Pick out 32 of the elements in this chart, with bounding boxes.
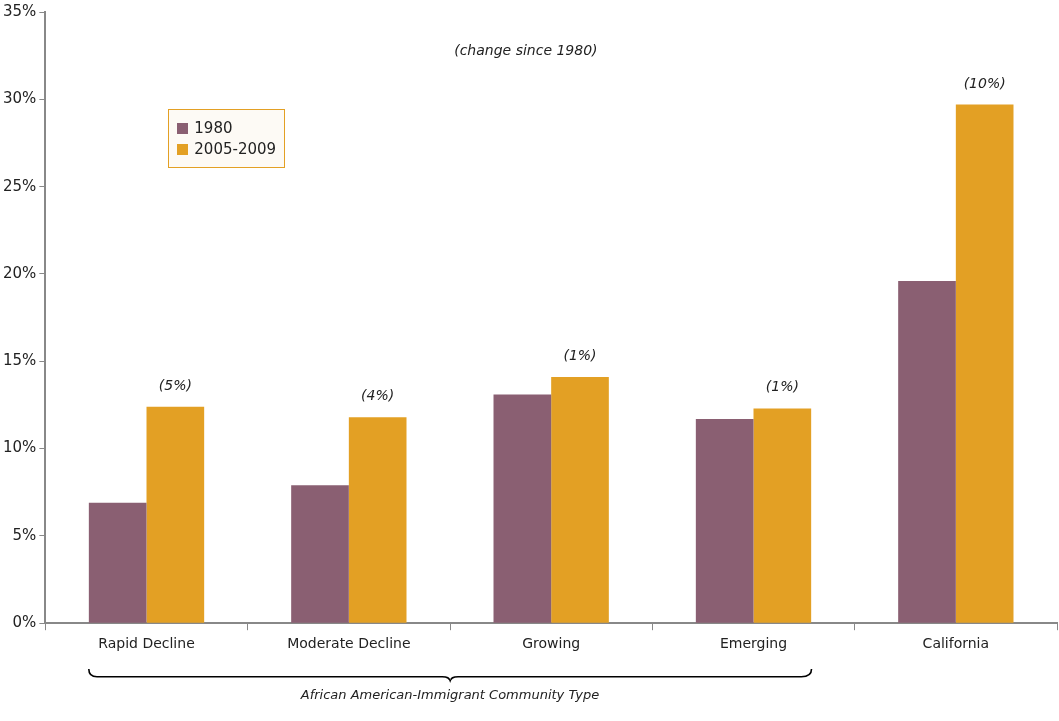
bar: [493, 394, 552, 623]
bar: [898, 280, 956, 623]
x-tick-label: Moderate Decline: [287, 635, 411, 652]
y-tick-label: 35%: [3, 1, 37, 20]
bar: [695, 418, 754, 623]
bar: [291, 485, 349, 623]
bar: [955, 104, 1014, 623]
y-tick-label: 20%: [3, 263, 37, 282]
annotation: (1%): [765, 378, 799, 395]
y-tick-label: 15%: [3, 351, 37, 370]
x-tick-label: Growing: [522, 635, 581, 652]
bar: [551, 376, 609, 623]
annotation: (10%): [963, 74, 1006, 91]
y-tick-label: 0%: [12, 613, 37, 632]
x-tick-label: Rapid Decline: [98, 635, 195, 652]
legend-label: 2005-2009: [194, 140, 277, 158]
x-tick-label: California: [922, 635, 990, 652]
annotation: (4%): [361, 387, 395, 404]
y-tick-label: 10%: [3, 438, 37, 457]
y-tick-label: 30%: [3, 89, 37, 108]
x-axis-title: African American-Immigrant Community Type: [300, 687, 600, 703]
bar: [88, 502, 147, 623]
annotation: (5%): [158, 376, 192, 393]
bar: [146, 406, 205, 623]
annotation: (1%): [563, 346, 597, 363]
y-tick-label: 5%: [12, 525, 37, 544]
x-tick-label: Emerging: [719, 635, 788, 652]
annotation: (change since 1980): [454, 42, 598, 58]
legend-label: 1980: [194, 119, 233, 137]
y-tick-label: 25%: [3, 176, 37, 195]
bar: [753, 408, 812, 623]
bar: [348, 417, 407, 623]
